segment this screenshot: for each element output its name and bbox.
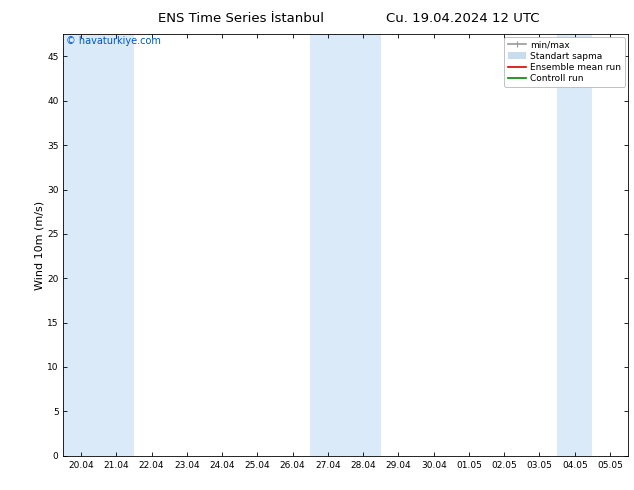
Bar (557, 34, 592, 456)
Y-axis label: Wind 10m (m/s): Wind 10m (m/s) (34, 200, 44, 290)
Text: © havaturkiye.com: © havaturkiye.com (66, 36, 161, 47)
Bar (99, 34, 134, 456)
Legend: min/max, Standart sapma, Ensemble mean run, Controll run: min/max, Standart sapma, Ensemble mean r… (504, 37, 625, 87)
Text: Cu. 19.04.2024 12 UTC: Cu. 19.04.2024 12 UTC (386, 12, 540, 25)
Text: ENS Time Series İstanbul: ENS Time Series İstanbul (158, 12, 324, 25)
Bar (63, 34, 99, 456)
Bar (346, 34, 381, 456)
Bar (310, 34, 346, 456)
